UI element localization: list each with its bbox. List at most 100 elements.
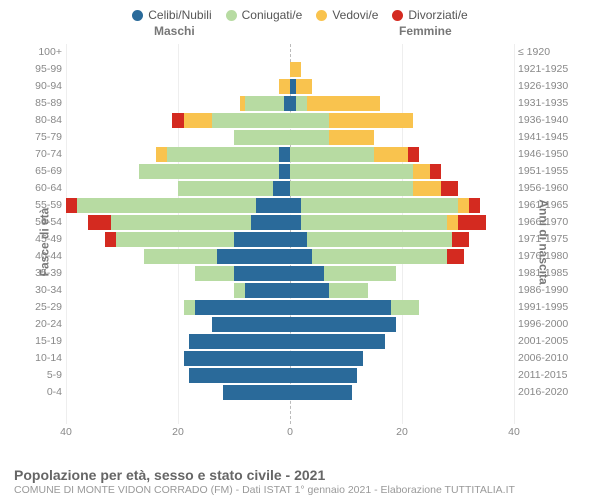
chart-container: Celibi/Nubili Coniugati/e Vedovi/e Divor… xyxy=(0,0,600,500)
year-label: 1971-1975 xyxy=(518,231,586,248)
year-label: 1976-1980 xyxy=(518,248,586,265)
legend-swatch-divorced xyxy=(392,10,403,21)
year-label: 1981-1985 xyxy=(518,265,586,282)
bar-seg-single xyxy=(279,164,290,179)
pyramid-row xyxy=(66,248,514,265)
bar-seg-single xyxy=(290,317,396,332)
year-label: 2006-2010 xyxy=(518,350,586,367)
bar-seg-single xyxy=(234,232,290,247)
bar-seg-divorced xyxy=(452,232,469,247)
pyramid-row xyxy=(66,78,514,95)
bar-seg-married xyxy=(178,181,273,196)
bar-seg-widowed xyxy=(279,79,290,94)
bar-seg-married xyxy=(77,198,256,213)
male-half xyxy=(66,300,290,315)
male-half xyxy=(66,147,290,162)
year-label: 1951-1955 xyxy=(518,163,586,180)
legend-label: Divorziati/e xyxy=(408,8,467,22)
age-label: 30-34 xyxy=(14,282,62,299)
legend-swatch-single xyxy=(132,10,143,21)
bar-seg-widowed xyxy=(447,215,458,230)
male-half xyxy=(66,181,290,196)
male-half xyxy=(66,385,290,400)
bar-seg-widowed xyxy=(296,79,313,94)
male-half xyxy=(66,113,290,128)
x-tick: 0 xyxy=(287,426,293,438)
female-half xyxy=(290,300,514,315)
year-label: 2016-2020 xyxy=(518,384,586,401)
male-half xyxy=(66,198,290,213)
bar-seg-single xyxy=(290,215,301,230)
pyramid-row xyxy=(66,333,514,350)
bar-seg-married xyxy=(290,130,329,145)
bar-seg-divorced xyxy=(447,249,464,264)
bar-seg-divorced xyxy=(441,181,458,196)
bar-seg-single xyxy=(290,351,363,366)
pyramid-row xyxy=(66,44,514,61)
bar-seg-widowed xyxy=(307,96,380,111)
female-half xyxy=(290,45,514,60)
age-label: 10-14 xyxy=(14,350,62,367)
bar-seg-married xyxy=(296,96,307,111)
bar-seg-married xyxy=(290,113,329,128)
bar-seg-divorced xyxy=(469,198,480,213)
bar-seg-married xyxy=(301,215,447,230)
bar-seg-single xyxy=(273,181,290,196)
female-half xyxy=(290,317,514,332)
year-label: 2001-2005 xyxy=(518,333,586,350)
x-axis: 402002040 xyxy=(66,426,514,440)
year-label: 2011-2015 xyxy=(518,367,586,384)
bar-seg-married xyxy=(312,249,446,264)
legend-item-married: Coniugati/e xyxy=(226,8,303,22)
chart-subtitle: COMUNE DI MONTE VIDON CORRADO (FM) - Dat… xyxy=(14,484,586,496)
bar-seg-married xyxy=(324,266,397,281)
pyramid-row xyxy=(66,95,514,112)
bar-seg-married xyxy=(234,130,290,145)
bar-seg-single xyxy=(290,385,352,400)
male-half xyxy=(66,283,290,298)
age-label: 35-39 xyxy=(14,265,62,282)
bar-seg-single xyxy=(290,334,385,349)
male-half xyxy=(66,266,290,281)
year-label: 1921-1925 xyxy=(518,61,586,78)
bar-seg-widowed xyxy=(184,113,212,128)
bar-seg-single xyxy=(290,368,357,383)
bar-seg-married xyxy=(391,300,419,315)
pyramid-row xyxy=(66,163,514,180)
pyramid-row xyxy=(66,129,514,146)
bar-seg-single xyxy=(256,198,290,213)
female-half xyxy=(290,198,514,213)
bar-seg-married xyxy=(307,232,453,247)
age-label: 80-84 xyxy=(14,112,62,129)
pyramid-row xyxy=(66,367,514,384)
year-label: 1991-1995 xyxy=(518,299,586,316)
bar-seg-divorced xyxy=(88,215,110,230)
pyramid-chart: Fasce di età Anni di nascita 402002040 1… xyxy=(14,44,586,440)
x-tick: 20 xyxy=(172,426,184,438)
bar-seg-widowed xyxy=(458,198,469,213)
bar-seg-married xyxy=(290,181,413,196)
bar-seg-divorced xyxy=(430,164,441,179)
bar-seg-widowed xyxy=(374,147,408,162)
bar-seg-married xyxy=(167,147,279,162)
age-label: 0-4 xyxy=(14,384,62,401)
male-half xyxy=(66,45,290,60)
female-half xyxy=(290,96,514,111)
pyramid-row xyxy=(66,146,514,163)
bar-seg-married xyxy=(290,147,374,162)
pyramid-row xyxy=(66,350,514,367)
bar-seg-married xyxy=(329,283,368,298)
age-label: 65-69 xyxy=(14,163,62,180)
male-half xyxy=(66,351,290,366)
female-half xyxy=(290,181,514,196)
female-half xyxy=(290,385,514,400)
column-headers: Maschi Femmine xyxy=(14,24,586,42)
bar-seg-married xyxy=(111,215,251,230)
chart-rows xyxy=(66,44,514,424)
legend: Celibi/Nubili Coniugati/e Vedovi/e Divor… xyxy=(14,8,586,22)
bar-seg-widowed xyxy=(413,164,430,179)
age-label: 100+ xyxy=(14,44,62,61)
male-half xyxy=(66,164,290,179)
age-label: 25-29 xyxy=(14,299,62,316)
female-half xyxy=(290,113,514,128)
